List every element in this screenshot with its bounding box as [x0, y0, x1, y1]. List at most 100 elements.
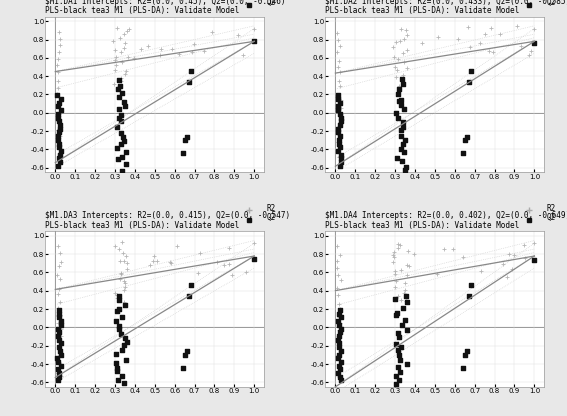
- Point: [195, 250, 204, 257]
- Point: [180, 137, 189, 144]
- Point: [213, 259, 222, 265]
- Point: [115, 292, 124, 299]
- Text: Q2: Q2: [547, 213, 556, 222]
- Point: [335, 43, 344, 50]
- Point: [109, 37, 118, 44]
- Point: [53, 369, 62, 376]
- Point: [336, 151, 345, 158]
- Point: [336, 133, 345, 139]
- Text: $M1.DA3 Intercepts: R2=(0.0, 0.415), Q2=(0.0, -0.547): $M1.DA3 Intercepts: R2=(0.0, 0.415), Q2=…: [45, 211, 290, 220]
- Point: [397, 157, 407, 164]
- Point: [121, 302, 130, 309]
- Point: [336, 277, 345, 283]
- Point: [335, 327, 344, 333]
- Point: [115, 322, 124, 329]
- Point: [116, 270, 125, 277]
- Point: [130, 55, 139, 62]
- Point: [402, 272, 411, 279]
- Point: [399, 119, 408, 126]
- Point: [393, 91, 403, 97]
- Point: [530, 257, 539, 264]
- Point: [167, 45, 176, 52]
- Point: [392, 67, 401, 74]
- Point: [394, 352, 403, 358]
- Point: [54, 49, 63, 56]
- Point: [116, 78, 125, 84]
- Point: [56, 361, 65, 367]
- Point: [392, 309, 401, 316]
- Point: [150, 253, 159, 260]
- Point: [136, 45, 145, 52]
- Point: [392, 312, 401, 319]
- Point: [388, 259, 397, 266]
- Point: [458, 253, 467, 260]
- Point: [333, 107, 342, 114]
- Point: [334, 313, 343, 320]
- Point: [391, 341, 400, 348]
- Point: [121, 284, 130, 290]
- Point: [56, 42, 65, 49]
- Point: [113, 292, 122, 299]
- Point: [122, 339, 131, 345]
- Point: [466, 44, 475, 50]
- Point: [530, 25, 539, 32]
- Point: [334, 125, 343, 132]
- Point: [111, 47, 120, 54]
- Point: [53, 359, 62, 365]
- Point: [116, 48, 125, 55]
- Point: [393, 245, 403, 252]
- Point: [475, 40, 484, 46]
- Point: [54, 310, 64, 317]
- Point: [54, 370, 64, 376]
- Point: [333, 352, 342, 359]
- Text: Q2: Q2: [266, 0, 276, 7]
- Point: [53, 355, 62, 362]
- Point: [56, 373, 65, 379]
- Point: [417, 40, 426, 47]
- Point: [530, 40, 539, 46]
- Point: [54, 307, 64, 313]
- Point: [53, 353, 62, 360]
- Point: [520, 242, 529, 248]
- Point: [334, 368, 343, 375]
- Point: [396, 344, 405, 350]
- Point: [335, 351, 344, 358]
- Point: [335, 252, 344, 258]
- Point: [115, 82, 124, 89]
- Point: [220, 261, 229, 268]
- Point: [56, 342, 65, 348]
- Point: [117, 59, 126, 66]
- Point: [188, 49, 197, 56]
- Point: [54, 56, 63, 62]
- Point: [402, 163, 411, 170]
- Point: [398, 141, 407, 148]
- Point: [335, 306, 344, 312]
- Point: [394, 376, 403, 383]
- Point: [521, 255, 530, 261]
- Point: [336, 144, 345, 151]
- Point: [454, 36, 463, 42]
- Point: [53, 114, 62, 121]
- Point: [405, 262, 414, 269]
- Point: [333, 30, 342, 37]
- Point: [54, 337, 64, 343]
- Point: [112, 367, 121, 374]
- Point: [409, 251, 418, 258]
- Point: [334, 146, 343, 153]
- Point: [336, 159, 345, 166]
- Point: [396, 266, 405, 273]
- Point: [509, 251, 518, 258]
- Point: [336, 121, 345, 128]
- Point: [462, 348, 471, 354]
- Point: [400, 286, 409, 293]
- Point: [56, 36, 65, 42]
- Point: [249, 38, 259, 45]
- Point: [119, 342, 128, 348]
- Point: [120, 137, 129, 144]
- Text: PLS-black tea3 M1 (PLS-DA): Validate Model: PLS-black tea3 M1 (PLS-DA): Validate Mod…: [45, 6, 240, 15]
- Point: [115, 245, 124, 252]
- Point: [401, 293, 411, 300]
- Point: [335, 348, 344, 355]
- Point: [498, 261, 507, 268]
- Point: [199, 47, 208, 54]
